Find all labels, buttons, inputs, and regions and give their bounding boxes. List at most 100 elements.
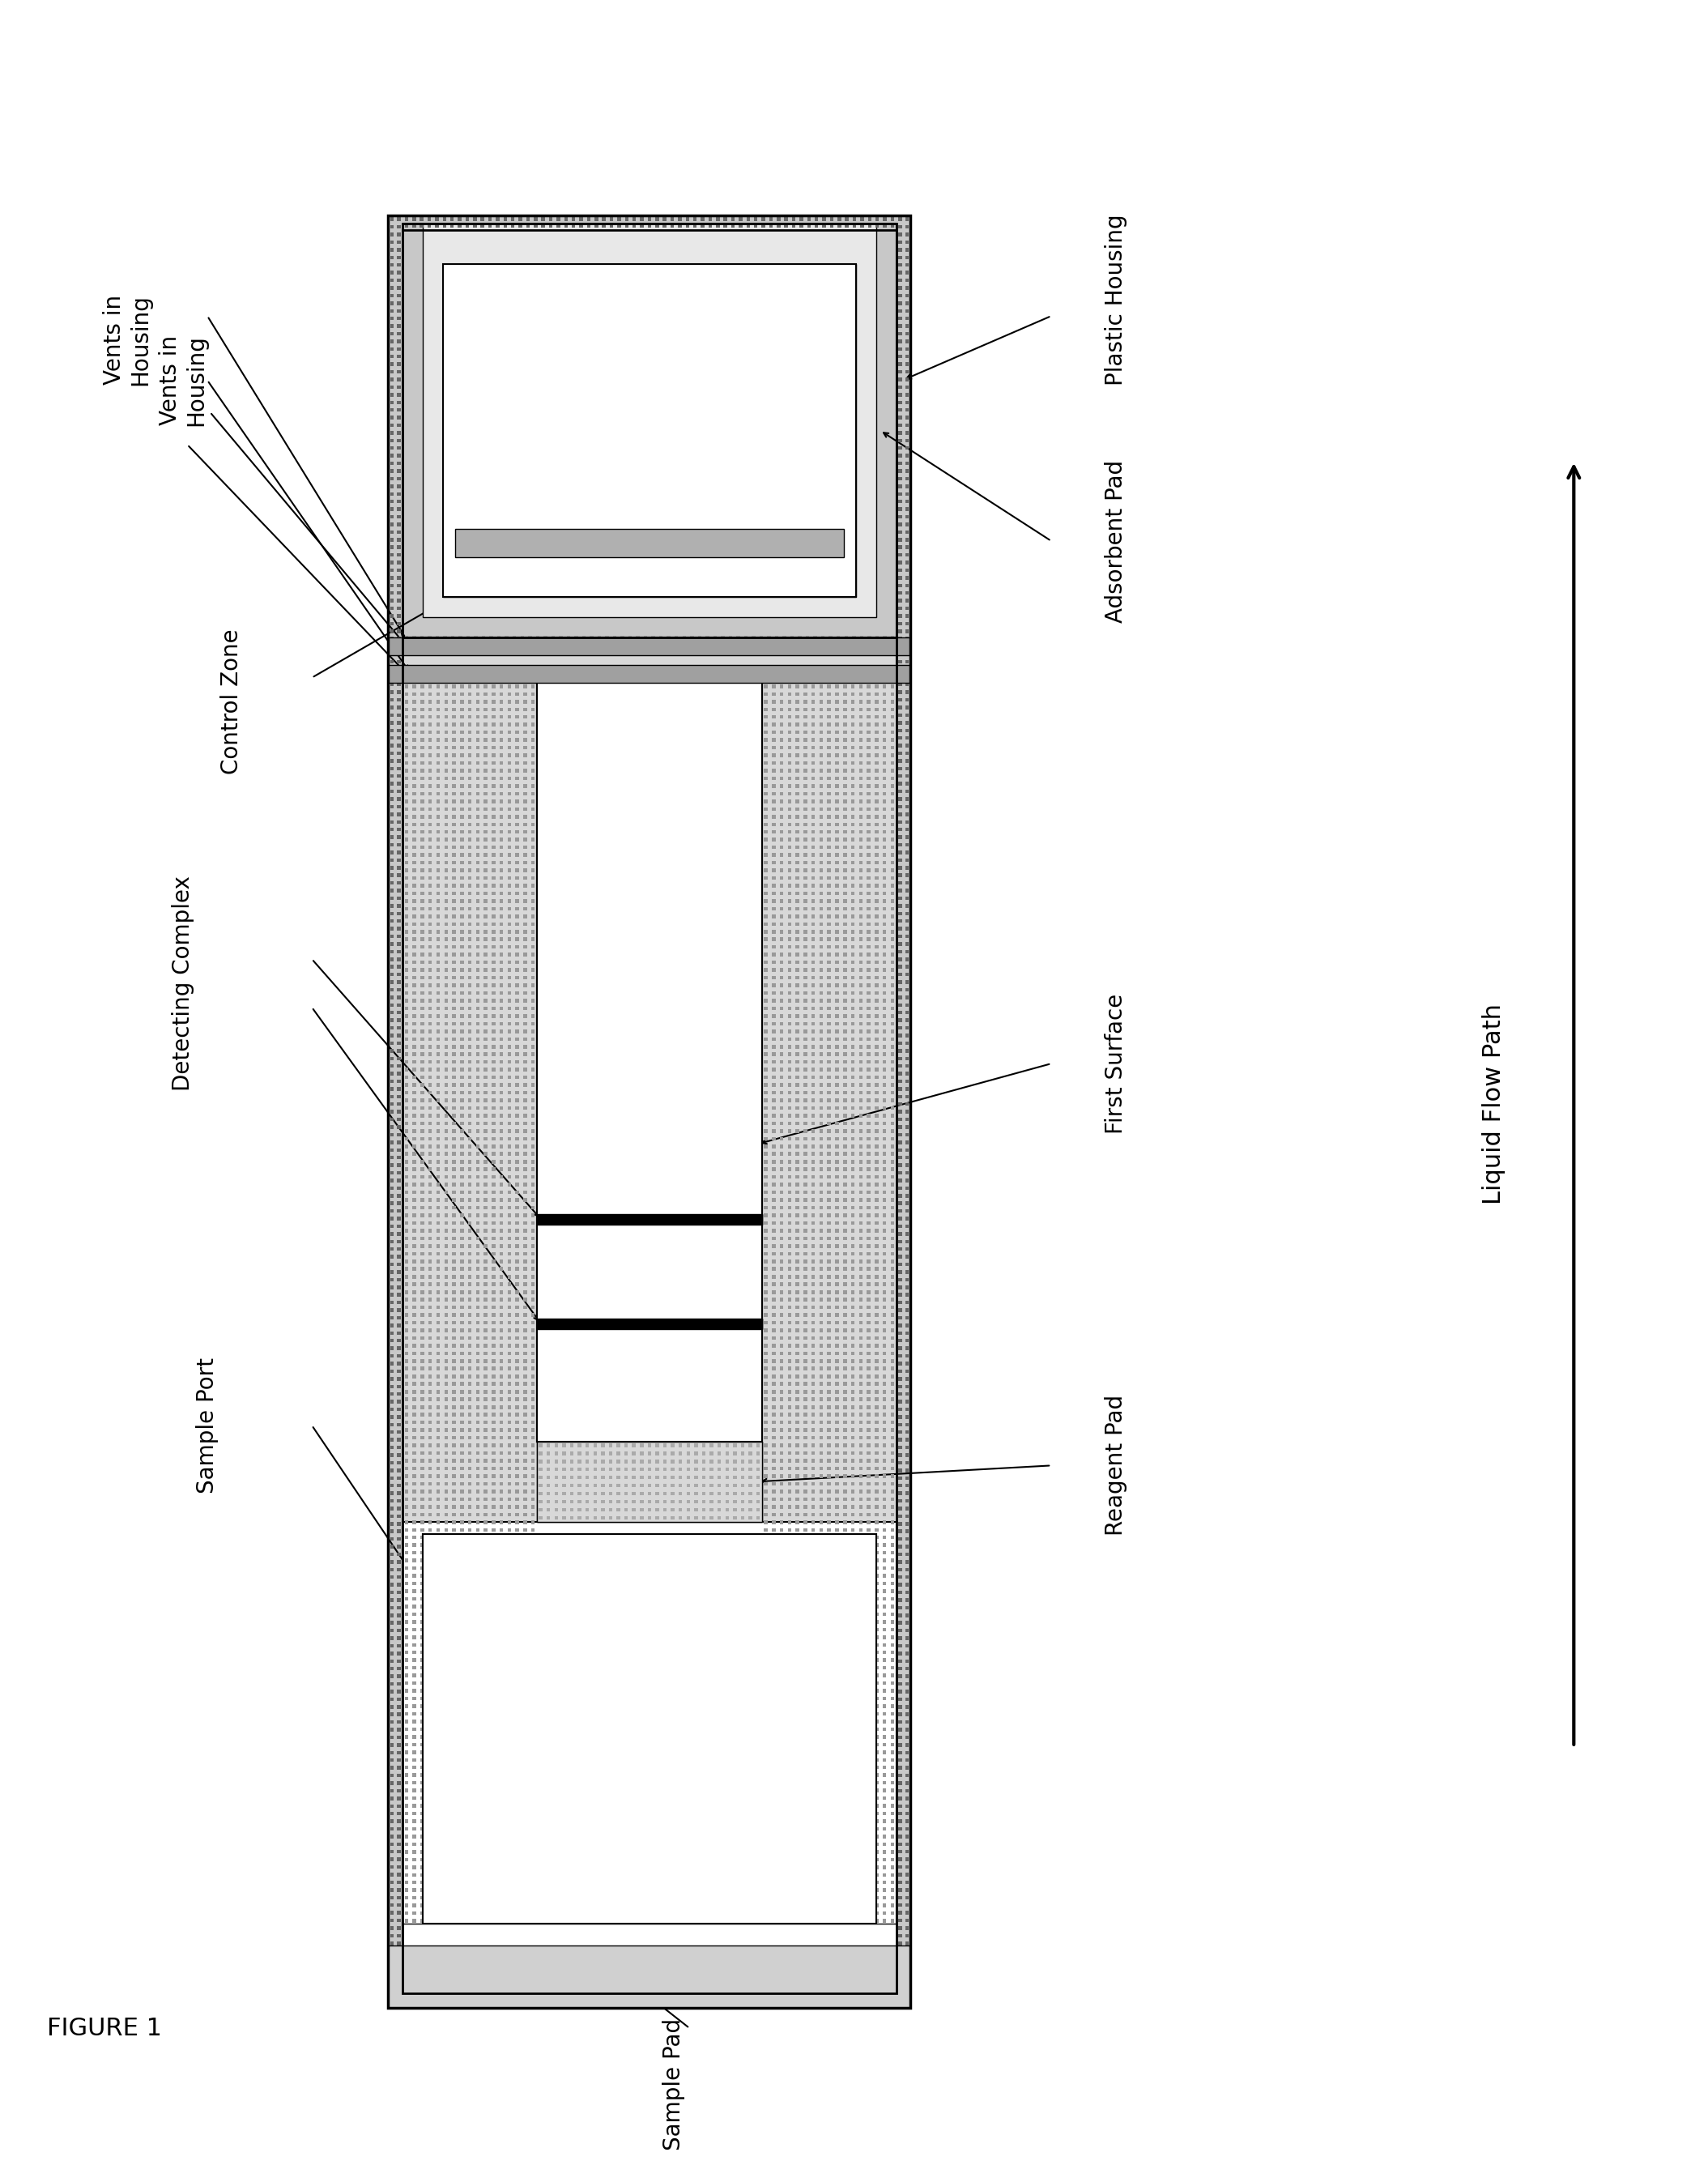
Bar (389, 1606, 395, 1609)
Bar (883, 1282, 886, 1286)
Bar (459, 1031, 463, 1033)
Bar (413, 1429, 417, 1431)
Bar (453, 829, 456, 834)
Bar (429, 1734, 432, 1738)
Bar (890, 1873, 895, 1877)
Bar (531, 976, 535, 979)
Bar (436, 2003, 439, 2007)
Bar (492, 998, 495, 1002)
Bar (835, 699, 839, 704)
Bar (420, 1176, 424, 1178)
Bar (851, 799, 854, 803)
Bar (835, 1650, 839, 1654)
Bar (468, 730, 471, 734)
Bar (787, 1267, 791, 1271)
Bar (811, 792, 815, 795)
Bar (453, 1933, 456, 1938)
Bar (468, 961, 471, 963)
Bar (429, 937, 432, 942)
Bar (787, 1267, 791, 1271)
Bar (844, 1366, 847, 1370)
Bar (822, 2003, 827, 2007)
Bar (835, 983, 839, 987)
Bar (787, 1230, 791, 1232)
Bar (803, 1091, 808, 1095)
Bar (500, 777, 504, 779)
Bar (531, 1007, 535, 1011)
Bar (787, 1375, 791, 1379)
Bar (389, 1942, 395, 1944)
Bar (405, 1351, 408, 1355)
Bar (500, 1314, 504, 1316)
Bar (442, 1996, 446, 1998)
Bar (890, 723, 895, 727)
Bar (477, 1230, 480, 1232)
Bar (874, 1360, 878, 1362)
Bar (420, 1167, 424, 1171)
Bar (883, 1230, 886, 1232)
Bar (459, 1176, 463, 1178)
Bar (429, 1987, 432, 1992)
Bar (468, 1604, 471, 1609)
Bar (413, 1366, 417, 1370)
Bar (844, 1643, 847, 1648)
Bar (531, 1375, 535, 1379)
Bar (763, 862, 767, 864)
Bar (781, 693, 784, 695)
Bar (868, 1483, 871, 1485)
Bar (468, 1145, 471, 1147)
Bar (799, 216, 803, 221)
Bar (533, 225, 538, 227)
Bar (420, 868, 424, 872)
Bar (444, 1221, 447, 1225)
Bar (851, 1275, 854, 1277)
Bar (477, 877, 480, 879)
Bar (883, 1314, 886, 1316)
Bar (531, 1251, 535, 1256)
Bar (523, 1466, 528, 1470)
Bar (492, 976, 495, 979)
Bar (883, 838, 886, 842)
Bar (444, 1098, 447, 1102)
Bar (436, 1145, 441, 1147)
Bar (507, 868, 511, 872)
Bar (827, 853, 830, 857)
Bar (453, 1451, 456, 1455)
Bar (492, 1466, 495, 1470)
Bar (763, 738, 767, 743)
Bar (874, 1713, 878, 1715)
Bar (874, 1697, 878, 1700)
Bar (763, 1121, 767, 1126)
Bar (500, 1267, 504, 1271)
Bar (874, 1022, 878, 1026)
Bar (835, 1918, 839, 1923)
Bar (516, 868, 519, 872)
Bar (890, 1704, 895, 1708)
Bar (420, 225, 424, 227)
Bar (803, 1176, 808, 1180)
Bar (781, 1897, 784, 1899)
Bar (557, 2003, 560, 2007)
Bar (531, 1314, 535, 1316)
Bar (500, 1046, 504, 1048)
Bar (811, 998, 815, 1002)
Bar (811, 1550, 815, 1554)
Bar (516, 753, 519, 758)
Bar (905, 760, 909, 762)
Bar (859, 898, 863, 903)
Bar (763, 877, 767, 879)
Bar (396, 507, 401, 511)
Bar (898, 1713, 902, 1717)
Bar (890, 992, 895, 996)
Bar (483, 1881, 487, 1884)
Bar (500, 1966, 504, 1968)
Bar (781, 730, 784, 734)
Bar (687, 1468, 690, 1472)
Bar (468, 1697, 471, 1700)
Bar (413, 769, 417, 773)
Bar (803, 1275, 808, 1280)
Bar (905, 1225, 909, 1228)
Bar (413, 877, 417, 879)
Bar (453, 922, 456, 927)
Bar (883, 1098, 886, 1102)
